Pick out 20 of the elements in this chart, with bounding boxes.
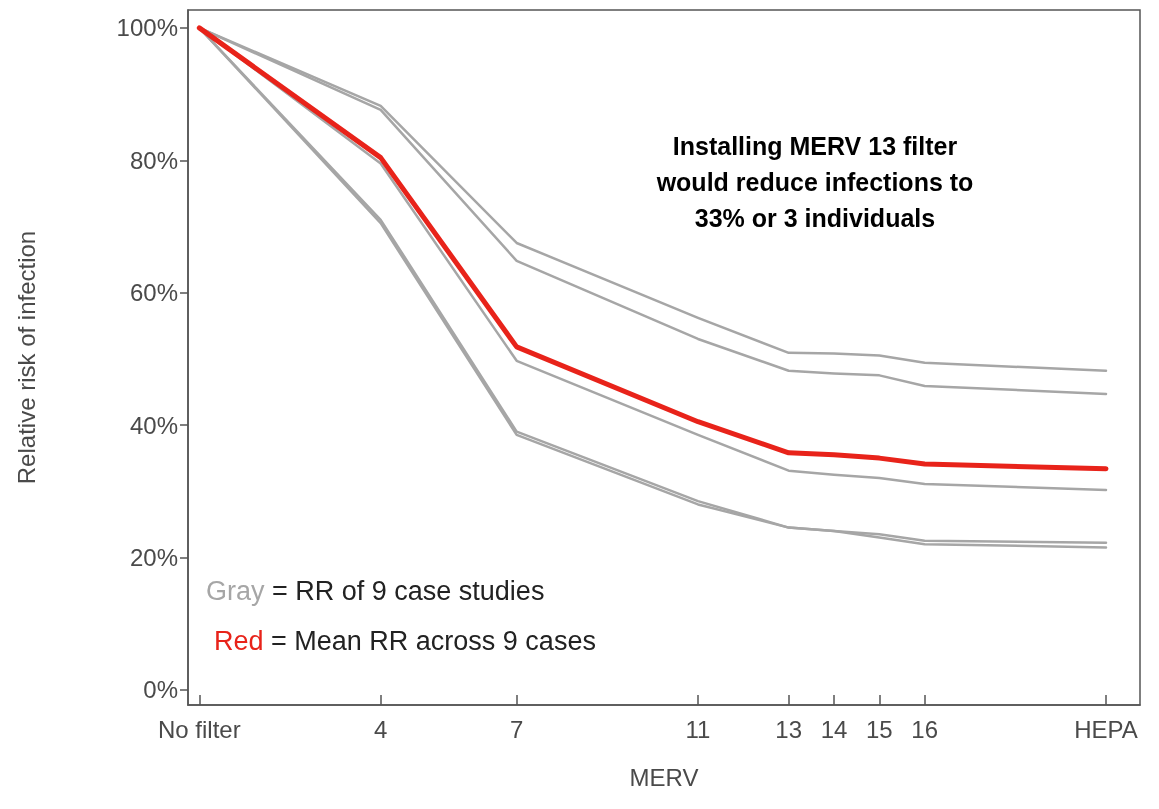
y-tick-label: 60% [129, 279, 178, 307]
x-tick-label: 15 [865, 715, 893, 743]
x-tick-label: 13 [775, 715, 803, 743]
y-tick-label: 40% [129, 411, 178, 439]
y-tick-label: 20% [129, 543, 178, 571]
annotation: Gray = RR of 9 case studies [206, 575, 545, 606]
x-tick-label: 7 [509, 715, 524, 743]
y-axis-title: Relative risk of infection [12, 230, 40, 485]
x-tick-label: 11 [685, 715, 711, 743]
x-tick-label: No filter [157, 715, 241, 743]
x-axis-title: MERV [629, 763, 699, 791]
x-tick-label: 14 [820, 715, 848, 743]
x-tick-label: 4 [373, 715, 388, 743]
y-tick-label: 0% [143, 676, 178, 704]
y-tick-label: 80% [129, 146, 178, 174]
y-tick-label: 100% [116, 14, 178, 42]
x-tick-label: 16 [911, 715, 939, 743]
annotation: Red = Mean RR across 9 cases [214, 625, 596, 656]
x-tick-label: HEPA [1074, 715, 1138, 743]
annotation: Installing MERV 13 filter would reduce infections to 33% or 3 individuals [655, 132, 974, 232]
